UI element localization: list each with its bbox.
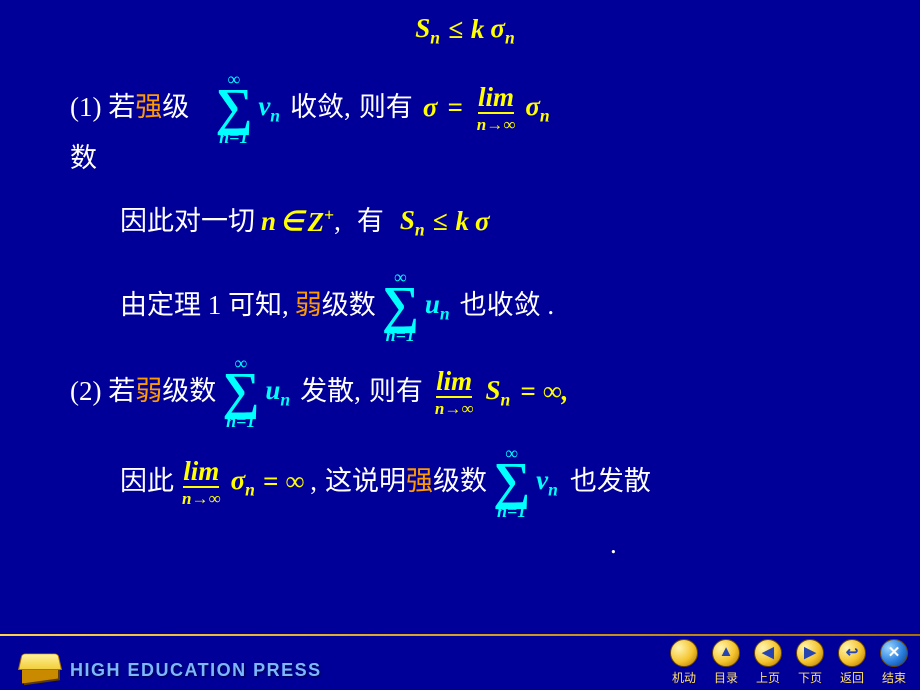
press-text: HIGH EDUCATION PRESS [70, 660, 322, 681]
nav-auto[interactable]: 机动 [670, 639, 698, 686]
inequality-top: Sn ≤ k σn [70, 10, 860, 50]
line-2: 因此对一切 n ∈ Z+ , 有 Sn ≤ k σ [120, 202, 860, 242]
sum-icon: ∞ ∑ n=1 [493, 444, 530, 520]
nav-end[interactable]: ✕ 结束 [880, 639, 908, 686]
nav-auto-label: 机动 [672, 669, 696, 686]
limit: lim n→∞ [477, 84, 516, 133]
nav-prev-icon[interactable]: ◀ [754, 639, 782, 667]
footer-nav: 机动 ▲ 目录 ◀ 上页 ▶ 下页 ↩ 返回 ✕ 结束 [670, 639, 908, 686]
nav-back-icon[interactable]: ↩ [838, 639, 866, 667]
nav-contents-label: 目录 [714, 669, 738, 686]
line-5-dot: . [610, 526, 860, 564]
publisher-logo: HIGH EDUCATION PRESS [18, 643, 322, 681]
line-1: (1) 若 强 级 ∞ ∑ n=1 vn 收敛, 则有 σ = lim n→∞ … [70, 70, 860, 146]
line-1b: 数 [70, 140, 860, 178]
nav-back[interactable]: ↩ 返回 [838, 639, 866, 686]
line-4: (2) 若 弱 级数 ∞ ∑ n=1 un 发散, 则有 lim n→∞ Sn … [70, 354, 860, 430]
nav-next[interactable]: ▶ 下页 [796, 639, 824, 686]
line-5: 因此 lim n→∞ σn = ∞ , 这说明 强 级数 ∞ ∑ n=1 vn … [120, 444, 860, 520]
sum-icon: ∞ ∑ n=1 [382, 268, 419, 344]
limit: lim n→∞ [435, 368, 474, 417]
limit: lim n→∞ [182, 458, 221, 507]
nav-end-label: 结束 [882, 669, 906, 686]
footer-bar: HIGH EDUCATION PRESS 机动 ▲ 目录 ◀ 上页 ▶ 下页 ↩ 返回 ✕ 结束 [0, 634, 920, 690]
nav-auto-icon[interactable] [670, 639, 698, 667]
line-3: 由定理 1 可知, 弱 级数 ∞ ∑ n=1 un 也收敛 . [120, 268, 860, 344]
nav-next-label: 下页 [798, 669, 822, 686]
nav-prev-label: 上页 [756, 669, 780, 686]
nav-back-label: 返回 [840, 669, 864, 686]
slide-content: Sn ≤ k σn (1) 若 强 级 ∞ ∑ n=1 vn 收敛, 则有 σ … [0, 0, 920, 564]
book-icon [18, 643, 62, 681]
nav-next-icon[interactable]: ▶ [796, 639, 824, 667]
sum-icon: ∞ ∑ n=1 [222, 354, 259, 430]
sum-icon: ∞ ∑ n=1 [215, 70, 252, 146]
nav-contents[interactable]: ▲ 目录 [712, 639, 740, 686]
nav-end-icon[interactable]: ✕ [880, 639, 908, 667]
nav-contents-icon[interactable]: ▲ [712, 639, 740, 667]
nav-prev[interactable]: ◀ 上页 [754, 639, 782, 686]
footer-divider [0, 634, 920, 636]
